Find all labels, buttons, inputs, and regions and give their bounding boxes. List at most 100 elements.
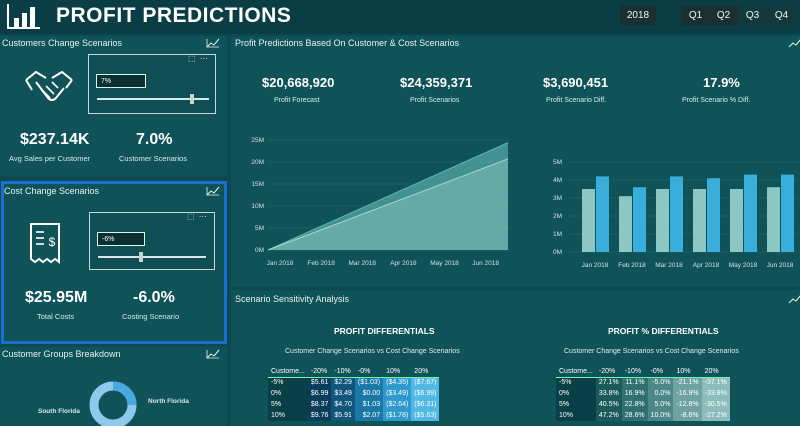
table-row[interactable]: 5% 40.5% 22.8% 5.0% -12.8% -30.5% [556,399,730,410]
table-cell[interactable]: -21.1% [673,377,702,388]
profit-differentials-matrix[interactable]: Custome... -20% -10% -0% 10% 20% -5% $5.6… [268,366,440,421]
table-cell[interactable]: 0.0% [647,388,674,399]
bar[interactable] [596,176,609,252]
table-row[interactable]: 0% 33.8% 16.9% 0.0% -16.9% -33.8% [556,388,730,399]
row-header[interactable]: 0% [556,388,596,399]
table-cell[interactable]: $2.29 [331,377,355,388]
matrix-column-header[interactable]: -0% [647,366,674,378]
matrix-column-header[interactable]: -0% [354,366,384,378]
row-header[interactable]: 0% [268,388,308,399]
cost-slider-track[interactable] [98,256,206,258]
matrix-column-header[interactable]: -20% [307,366,332,378]
table-cell[interactable]: ($2.64) [383,399,412,410]
donut-chart[interactable] [88,380,138,426]
cost-scenario-input[interactable] [97,232,145,246]
table-cell[interactable]: 10.0% [647,410,674,421]
row-header[interactable]: 10% [556,410,596,421]
table-cell[interactable]: ($1.78) [383,410,412,421]
matrix-column-header[interactable]: -10% [331,366,355,378]
table-row[interactable]: -5% $5.61 $2.29 ($1.03) ($4.35) ($7.67) [268,377,440,388]
table-cell[interactable]: 47.2% [595,410,622,421]
table-row[interactable]: 10% 47.2% 28.6% 10.0% -8.6% -27.2% [556,410,730,421]
bar[interactable] [656,189,669,252]
table-cell[interactable]: -16.9% [673,388,702,399]
table-cell[interactable]: ($7.67) [411,377,440,388]
table-row[interactable]: -5% 27.1% 11.1% -5.0% -21.1% -37.1% [556,377,730,388]
table-row[interactable]: 0% $6.99 $3.49 $0.00 ($3.49) ($6.99) [268,388,440,399]
matrix-column-header[interactable]: -10% [621,366,648,378]
table-cell[interactable]: -12.8% [673,399,702,410]
table-cell[interactable]: ($3.49) [383,388,412,399]
table-cell[interactable]: 28.6% [621,410,648,421]
table-cell[interactable]: ($6.31) [411,399,440,410]
table-cell[interactable]: $2.07 [354,410,384,421]
expand-chart-icon[interactable] [788,294,800,304]
table-cell[interactable]: $5.61 [307,377,332,388]
table-row[interactable]: 5% $8.37 $4.70 $1.03 ($2.64) ($6.31) [268,399,440,410]
expand-chart-icon[interactable] [788,38,800,48]
bar[interactable] [619,196,632,252]
series-line[interactable] [267,142,509,251]
row-header[interactable]: 5% [268,399,308,410]
expand-chart-icon[interactable] [206,186,220,196]
customer-scenario-input[interactable] [96,74,146,88]
table-cell[interactable]: $1.03 [354,399,384,410]
expand-chart-icon[interactable] [206,38,220,48]
bar[interactable] [693,189,706,252]
table-cell[interactable]: -30.5% [701,399,730,410]
matrix-column-header[interactable]: 20% [701,366,730,378]
table-cell[interactable]: ($5.63) [411,410,440,421]
table-cell[interactable]: 22.8% [621,399,648,410]
matrix-column-header[interactable]: 10% [673,366,702,378]
matrix-column-header[interactable]: 10% [383,366,412,378]
customer-slider-track[interactable] [97,98,209,100]
table-cell[interactable]: $8.37 [307,399,332,410]
series-line[interactable] [267,158,509,251]
table-cell[interactable]: $5.91 [331,410,355,421]
table-cell[interactable]: -33.8% [701,388,730,399]
table-cell[interactable]: ($1.03) [354,377,384,388]
table-cell[interactable]: ($6.99) [411,388,440,399]
table-cell[interactable]: 11.1% [621,377,648,388]
matrix-column-header[interactable]: -20% [595,366,622,378]
quarter-button-q4[interactable]: Q4 [767,6,796,25]
quarter-button-q1[interactable]: Q1 [681,6,710,25]
table-cell[interactable]: -37.1% [701,377,730,388]
row-header[interactable]: 5% [556,399,596,410]
table-cell[interactable]: $4.70 [331,399,355,410]
profit-bar-chart[interactable]: 0M 1M 2M 3M 4M 5M Jan 2018 Feb 2018 Mar 2018 Apr … [540,132,800,272]
cost-scenario-slicer[interactable] [89,212,215,270]
expand-chart-icon[interactable] [206,349,220,359]
customer-slider-thumb[interactable] [190,94,195,104]
table-cell[interactable]: 40.5% [595,399,622,410]
table-cell[interactable]: -5.0% [647,377,674,388]
table-cell[interactable]: -27.2% [701,410,730,421]
matrix-corner-header[interactable]: Custome... [268,366,308,378]
row-header[interactable]: -5% [268,377,308,388]
profit-area-chart[interactable]: 0M 5M 10M 15M 20M 25M Jan 2018 Feb 2018 Mar 2018… [238,132,516,272]
bar[interactable] [744,174,757,252]
row-header[interactable]: 10% [268,410,308,421]
cost-slider-thumb[interactable] [139,252,144,262]
slicer-menu-icon[interactable]: ⬚ ⋯ [188,54,209,63]
table-cell[interactable]: $9.76 [307,410,332,421]
matrix-column-header[interactable]: 20% [411,366,440,378]
bar[interactable] [633,187,646,252]
bar[interactable] [670,176,683,252]
slicer-menu-icon[interactable]: ⬚ ⋯ [187,212,208,221]
table-cell[interactable]: -8.6% [673,410,702,421]
quarter-button-q2[interactable]: Q2 [709,6,738,25]
table-cell[interactable]: $0.00 [354,388,384,399]
table-cell[interactable]: 27.1% [595,377,622,388]
bar[interactable] [781,174,794,252]
profit-pct-differentials-matrix[interactable]: Custome... -20% -10% -0% 10% 20% -5% 27.1… [556,366,730,421]
table-cell[interactable]: 16.9% [621,388,648,399]
table-cell[interactable]: ($4.35) [383,377,412,388]
table-row[interactable]: 10% $9.76 $5.91 $2.07 ($1.78) ($5.63) [268,410,440,421]
bar[interactable] [767,187,780,252]
table-cell[interactable]: $6.99 [307,388,332,399]
bar[interactable] [582,189,595,252]
table-cell[interactable]: 5.0% [647,399,674,410]
year-filter-button[interactable]: 2018 [620,6,656,25]
row-header[interactable]: -5% [556,377,596,388]
